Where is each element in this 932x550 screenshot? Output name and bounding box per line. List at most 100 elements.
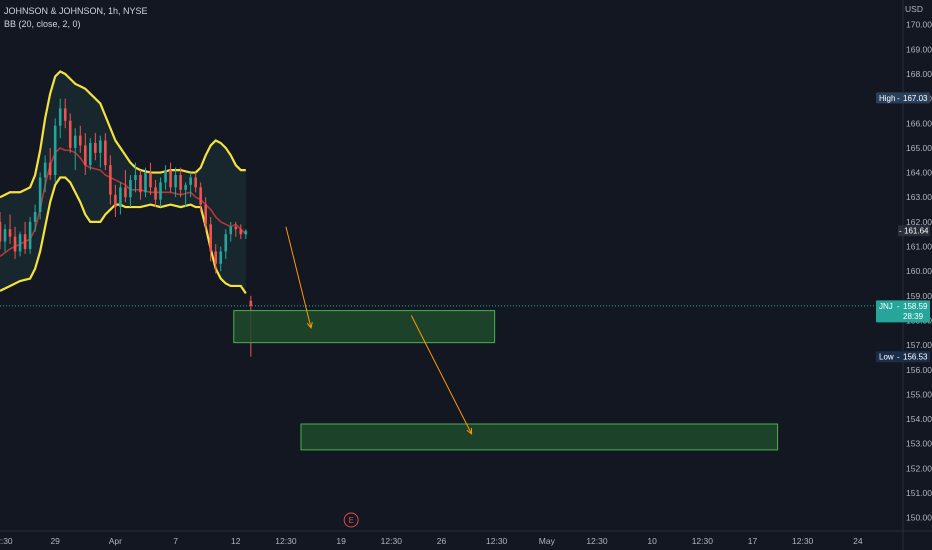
price-tick-label: 151.00	[906, 488, 932, 498]
low-price-tag-value: 156.53	[903, 353, 928, 362]
time-tick-label: 24	[853, 536, 863, 546]
price-tick-label: 159.00	[906, 291, 932, 301]
candle-body	[159, 182, 162, 200]
price-tick-label: 160.00	[906, 266, 932, 276]
high-price-tag-value: 167.03	[903, 94, 928, 103]
candle-body	[169, 170, 172, 188]
price-tick-label: 161.00	[906, 242, 932, 252]
time-tick-label: 17	[748, 536, 758, 546]
price-tick-label: 153.00	[906, 439, 932, 449]
current-price-tag-bg	[876, 300, 930, 323]
candle-body	[144, 172, 147, 193]
candle-body	[134, 175, 137, 180]
time-tick-label: 29	[50, 536, 60, 546]
candle-body	[114, 194, 117, 208]
candle-body	[63, 108, 67, 121]
candle-body	[0, 221, 2, 242]
price-tick-label: 152.00	[906, 463, 932, 473]
trend-arrow-1[interactable]	[285, 226, 312, 328]
candle-body	[33, 212, 37, 222]
candle-body	[73, 135, 77, 148]
time-tick-label: 12:30	[692, 536, 714, 546]
high-price-tag-dash: -	[897, 94, 900, 103]
low-price-tag-bg	[876, 351, 930, 363]
candle-body	[189, 177, 192, 185]
candle-body	[13, 236, 17, 252]
price-tick-label: 154.00	[906, 414, 932, 424]
candle-body	[229, 226, 233, 235]
price-tick-label: 166.00	[906, 118, 932, 128]
candle-body	[124, 187, 127, 198]
candle-body	[129, 179, 132, 198]
candle-body	[174, 175, 177, 188]
time-tick-label: Apr	[109, 536, 122, 546]
price-tick-label: 168.00	[906, 69, 932, 79]
arrow-head	[466, 427, 473, 435]
candle-body	[3, 229, 7, 242]
price-tick-label: 156.00	[906, 365, 932, 375]
candle-body	[28, 221, 32, 249]
candle-body	[58, 108, 62, 126]
currency-label: USD	[905, 4, 923, 14]
candle-body	[104, 140, 107, 166]
price-tick-label: 150.00	[906, 513, 932, 523]
current-price-tag-value: 158.59	[903, 302, 928, 311]
candle-body	[154, 187, 157, 200]
candle-body	[94, 142, 97, 153]
candle-body	[119, 187, 122, 208]
price-tick-label: 155.00	[906, 389, 932, 399]
time-tick-label: 26	[437, 536, 447, 546]
candle-body	[184, 184, 187, 190]
drawing-arrows[interactable]	[285, 226, 473, 435]
drawing-zones[interactable]	[233, 310, 779, 451]
price-tick-label: 170.00	[906, 20, 932, 30]
candle-body	[109, 165, 112, 195]
price-tick-label: 157.00	[906, 340, 932, 350]
last-close-tag-dash: -	[899, 227, 902, 236]
candle-body	[179, 175, 182, 190]
earnings-icon	[343, 512, 359, 528]
current-price-tag-symbol: JNJ	[879, 302, 893, 311]
time-tick-label: 12	[231, 536, 241, 546]
time-tick-label: 19	[336, 536, 346, 546]
candle-body	[139, 175, 142, 193]
candle-body	[18, 234, 22, 252]
time-tick-label: 12:30	[486, 536, 508, 546]
candle-body	[219, 251, 223, 264]
time-tick-label: 12:30	[586, 536, 608, 546]
candle-body	[23, 234, 27, 249]
candle-body	[214, 251, 218, 264]
high-price-tag-bg	[876, 92, 930, 104]
trend-arrow-2[interactable]	[410, 315, 473, 435]
price-tick-label: 162.00	[906, 217, 932, 227]
time-axis[interactable]: 12:30 29 Apr 7 12 12:30 19 12:30 26 12:30 May 12:30…	[0, 512, 932, 546]
current-price-tag-dash: -	[897, 302, 900, 311]
time-tick-label: 12:30	[381, 536, 403, 546]
candle-body	[38, 177, 42, 212]
bb-fill	[0, 71, 246, 294]
high-price-tag-label: High	[879, 94, 895, 103]
last-close-tag-bg	[898, 225, 930, 237]
low-price-tag-dash: -	[897, 353, 900, 362]
candle-body	[164, 170, 167, 183]
price-tick-label: 169.00	[906, 44, 932, 54]
current-price-tag-countdown: 28:39	[903, 312, 924, 321]
target-zone-2[interactable]	[300, 423, 779, 451]
time-tick-label: 7	[173, 536, 178, 546]
candle-body	[149, 172, 152, 188]
symbol-title[interactable]: JOHNSON & JOHNSON, 1h, NYSE	[4, 6, 148, 16]
candles	[0, 98, 253, 357]
candle-body	[89, 142, 92, 166]
target-zone-1[interactable]	[233, 310, 496, 344]
candle-body	[53, 125, 57, 176]
price-tick-label: 165.00	[906, 143, 932, 153]
candle-body	[234, 226, 238, 230]
candle-body	[99, 140, 102, 153]
time-tick-label: 12:30	[275, 536, 297, 546]
candle-body	[209, 224, 212, 252]
candle-body	[8, 229, 12, 237]
indicator-legend[interactable]: BB (20, close, 2, 0)	[4, 19, 81, 29]
